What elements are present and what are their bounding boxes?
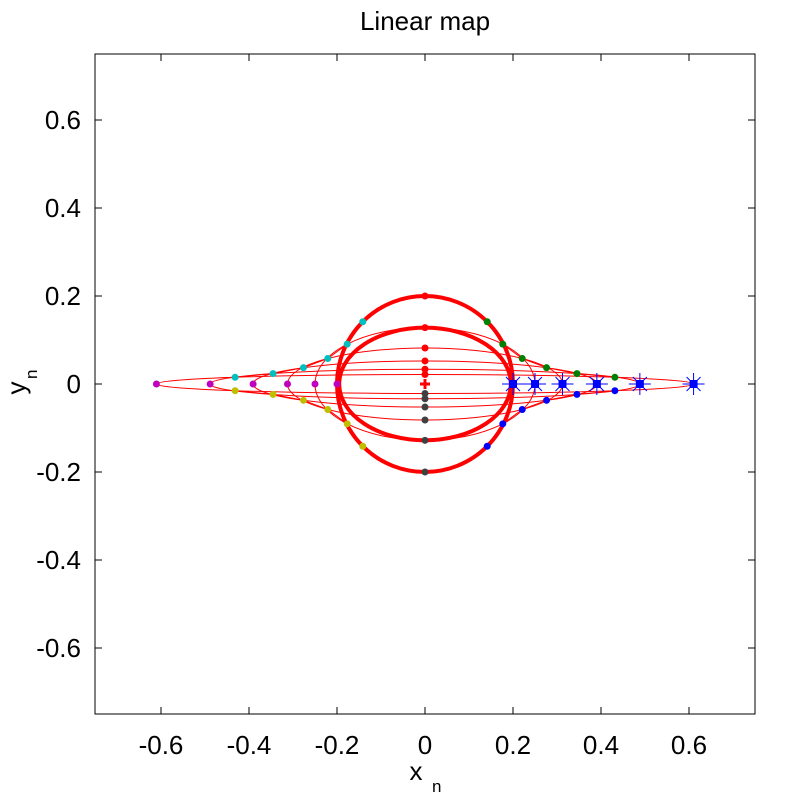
data-point [499,420,507,428]
data-point [231,387,239,395]
y-axis-label-subscript: n [22,370,41,379]
data-point [299,364,307,372]
star-center [531,380,539,388]
data-point-star [628,373,651,395]
data-point-star [551,373,574,395]
x-axis-label: x [410,756,423,786]
y-tick-label: -0.6 [36,633,81,663]
y-tick-label: 0.6 [45,105,81,135]
data-point [518,355,526,363]
star-center [509,380,517,388]
data-point [421,436,429,444]
data-point [421,365,429,373]
data-point [324,405,332,413]
data-point [421,344,429,352]
data-point [611,387,619,395]
data-point [421,371,429,379]
data-point [152,380,160,388]
x-tick-label: -0.2 [315,730,360,760]
data-point [284,380,291,388]
y-tick-label: 0.4 [45,193,81,223]
data-point [269,370,277,378]
data-point [421,292,429,300]
data-point [333,380,341,388]
data-point [421,416,429,424]
data-point [499,340,507,348]
chart-title: Linear map [360,6,490,36]
data-point [299,396,307,404]
data-point [311,380,319,388]
markers [152,292,705,476]
data-point [421,357,429,365]
y-tick-label: 0 [67,369,81,399]
x-tick-label: -0.4 [227,730,272,760]
star-center [689,380,698,388]
data-point [269,390,277,398]
x-tick-label: -0.6 [139,730,184,760]
x-axis-label-subscript: n [432,777,441,796]
star-center [558,380,567,388]
data-point [359,318,367,326]
data-point [543,396,551,404]
data-point [518,405,526,413]
data-point [231,373,239,381]
trajectory-line [486,390,615,447]
data-point-star [585,373,608,395]
data-point [483,318,491,326]
data-point-star [524,373,546,395]
data-point [543,364,551,372]
data-point [206,380,214,388]
x-tick-label: 0.6 [671,730,707,760]
data-point-star [682,373,705,395]
trajectory-line [235,321,364,378]
data-point [343,420,351,428]
data-point-plus [420,379,430,389]
x-tick-label: 0 [418,730,432,760]
data-point [483,442,491,450]
data-point-star [502,373,524,395]
y-tick-label: 0.2 [45,281,81,311]
data-point [249,380,257,388]
y-tick-label: -0.4 [36,545,81,575]
x-tick-label: 0.2 [495,730,531,760]
data-point [573,390,581,398]
star-center [635,380,644,388]
data-point [343,340,351,348]
data-point [421,324,429,332]
data-point [421,403,429,411]
data-point [324,355,332,363]
data-point [421,395,429,403]
data-point [421,389,429,397]
star-center [592,380,601,388]
data-point [573,370,581,378]
data-point [611,373,619,381]
trajectory-line [486,321,615,378]
y-axis-label: y [1,382,31,395]
x-tick-label: 0.4 [583,730,619,760]
data-point [359,442,367,450]
axis-ticks: -0.6 -0.4 -0.2 0 0.2 0.4 0.6 -0.6 -0.4 -0.2 0 0.2 0.… [36,54,755,760]
trajectory-line [235,390,364,447]
y-tick-label: -0.2 [36,457,81,487]
data-point [421,468,429,476]
